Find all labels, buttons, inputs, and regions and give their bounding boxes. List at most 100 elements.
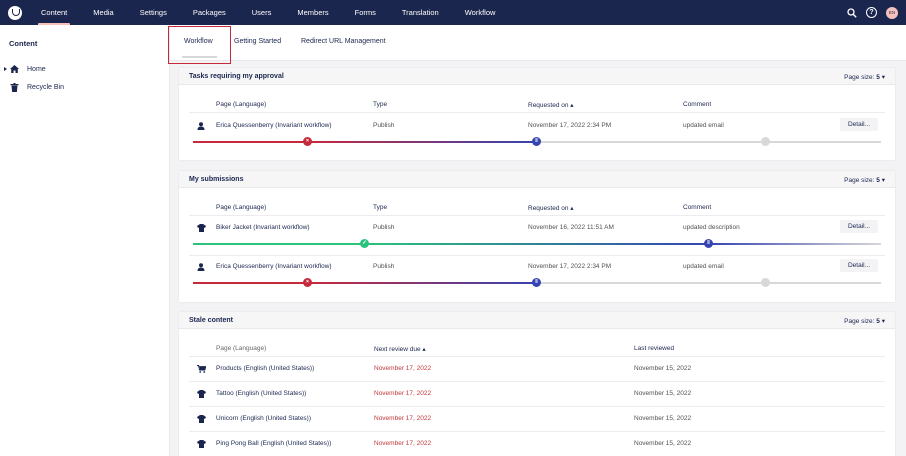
column-header-comment: Comment [683, 204, 712, 211]
column-header-page: Page (Language) [216, 101, 267, 108]
stale-row-reviewed: November 15, 2022 [634, 415, 692, 422]
top-bar: Content Media Settings Packages Users Me… [0, 0, 906, 25]
pending-step-icon: ‖ [532, 278, 541, 287]
stale-row-page[interactable]: Tattoo (English (United States)) [216, 390, 307, 397]
row-page[interactable]: Erica Quessenberry (Invariant workflow) [216, 122, 332, 129]
row-requested: November 17, 2022 2:34 PM [528, 122, 612, 129]
trash-icon [10, 83, 19, 92]
stale-row-due: November 17, 2022 [374, 390, 432, 397]
column-header-next-review[interactable]: Next review due ▴ [374, 345, 426, 353]
shirt-icon [197, 440, 206, 448]
avatar[interactable]: EN [886, 6, 898, 19]
nav-content[interactable]: Content [28, 0, 80, 25]
sort-asc-icon: ▴ [422, 346, 426, 353]
caret-down-icon: ▾ [881, 74, 885, 81]
page-size-select[interactable]: Page size: 5 ▾ [844, 317, 885, 325]
column-header-requested[interactable]: Requested on ▴ [528, 204, 574, 212]
column-header-type: Type [373, 204, 388, 211]
page-size-label: Page size: [844, 74, 875, 81]
page-size-value: 5 [876, 318, 880, 325]
row-divider [189, 112, 885, 113]
dashboard-tabs: Workflow Getting Started Redirect URL Ma… [170, 25, 906, 61]
cart-icon [197, 365, 206, 373]
row-comment: updated email [683, 263, 724, 270]
tree-item-home[interactable]: Home [4, 65, 46, 73]
column-header-last-reviewed: Last reviewed [634, 345, 675, 352]
nav-workflow[interactable]: Workflow [464, 8, 496, 17]
column-header-label: Next review due [374, 346, 421, 353]
row-page[interactable]: Biker Jacket (Invariant workflow) [216, 224, 310, 231]
panel-title: Tasks requiring my approval [189, 73, 284, 80]
search-icon[interactable] [847, 7, 857, 18]
column-header-type: Type [373, 101, 388, 108]
workflow-progress-remaining [537, 282, 881, 284]
panel-header: My submissions Page size: 5 ▾ [179, 171, 895, 188]
column-header-page: Page (Language) [216, 345, 267, 352]
workflow-progress-transition [365, 243, 709, 245]
detail-button[interactable]: Detail... [840, 259, 878, 272]
page-size-label: Page size: [844, 177, 875, 184]
tab-getting-started[interactable]: Getting Started [234, 38, 282, 45]
user-icon [197, 263, 205, 271]
caret-right-icon[interactable] [4, 67, 7, 71]
row-divider [189, 431, 885, 432]
panel-title: Stale content [189, 317, 233, 324]
detail-button[interactable]: Detail... [840, 118, 878, 131]
row-divider [189, 406, 885, 407]
nav-forms[interactable]: Forms [354, 8, 376, 17]
nav-media[interactable]: Media [93, 8, 114, 17]
stale-row-page[interactable]: Products (English (United States)) [216, 365, 315, 372]
home-icon [10, 65, 19, 73]
panel-header: Stale content Page size: 5 ▾ [179, 312, 895, 329]
panel-title: My submissions [189, 176, 244, 183]
row-divider [189, 356, 885, 357]
row-requested: November 16, 2022 11:51 AM [528, 224, 614, 231]
stale-row-due: November 17, 2022 [374, 365, 432, 372]
column-header-requested[interactable]: Requested on ▴ [528, 101, 574, 109]
tab-workflow[interactable]: Workflow [184, 38, 213, 45]
nav-users[interactable]: Users [251, 8, 272, 17]
tab-redirect-url-management[interactable]: Redirect URL Management [301, 38, 386, 45]
row-page[interactable]: Erica Quessenberry (Invariant workflow) [216, 263, 332, 270]
column-header-page: Page (Language) [216, 204, 267, 211]
tree-item-label: Home [27, 65, 46, 73]
panel-header: Tasks requiring my approval Page size: 5… [179, 68, 895, 85]
pending-step-icon: ‖ [704, 239, 713, 248]
column-header-label: Requested on [528, 205, 569, 212]
stale-row-reviewed: November 15, 2022 [634, 390, 692, 397]
stale-row-page[interactable]: Unicorn (English (United States)) [216, 415, 312, 422]
stale-row-due: November 17, 2022 [374, 415, 432, 422]
page-size-select[interactable]: Page size: 5 ▾ [844, 176, 885, 184]
stale-content-panel: Stale content Page size: 5 ▾ Page (Langu… [179, 312, 895, 456]
detail-button[interactable]: Detail... [840, 220, 878, 233]
pending-step-icon: ‖ [532, 137, 541, 146]
page-size-value: 5 [876, 177, 880, 184]
caret-down-icon: ▾ [881, 177, 885, 184]
umbraco-logo[interactable] [8, 5, 22, 20]
nav-settings[interactable]: Settings [139, 8, 167, 17]
stale-row-page[interactable]: Ping Pong Ball (English (United States)) [216, 440, 332, 447]
workflow-progress-transition [308, 141, 537, 143]
shirt-icon [197, 390, 206, 398]
approved-step-icon: ✓ [360, 239, 369, 248]
inactive-step-icon [761, 137, 770, 146]
shirt-icon [197, 224, 206, 232]
row-requested: November 17, 2022 2:34 PM [528, 263, 612, 270]
approval-panel: Tasks requiring my approval Page size: 5… [179, 68, 895, 160]
stale-row-reviewed: November 15, 2022 [634, 440, 692, 447]
row-type: Publish [373, 122, 395, 129]
sidebar-title: Content [9, 39, 38, 48]
rejected-step-icon: × [303, 137, 312, 146]
tree-item-recycle-bin[interactable]: Recycle Bin [10, 83, 64, 92]
column-header-comment: Comment [683, 101, 712, 108]
help-icon[interactable]: ? [866, 7, 877, 18]
page-size-select[interactable]: Page size: 5 ▾ [844, 73, 885, 81]
row-comment: updated email [683, 122, 724, 129]
workflow-progress-rejected [193, 141, 308, 143]
nav-packages[interactable]: Packages [192, 8, 226, 17]
main-nav: Content Media Settings Packages Users Me… [28, 0, 508, 25]
row-divider [189, 255, 885, 256]
nav-members[interactable]: Members [297, 8, 329, 17]
column-header-label: Requested on [528, 102, 569, 109]
nav-translation[interactable]: Translation [401, 8, 439, 17]
